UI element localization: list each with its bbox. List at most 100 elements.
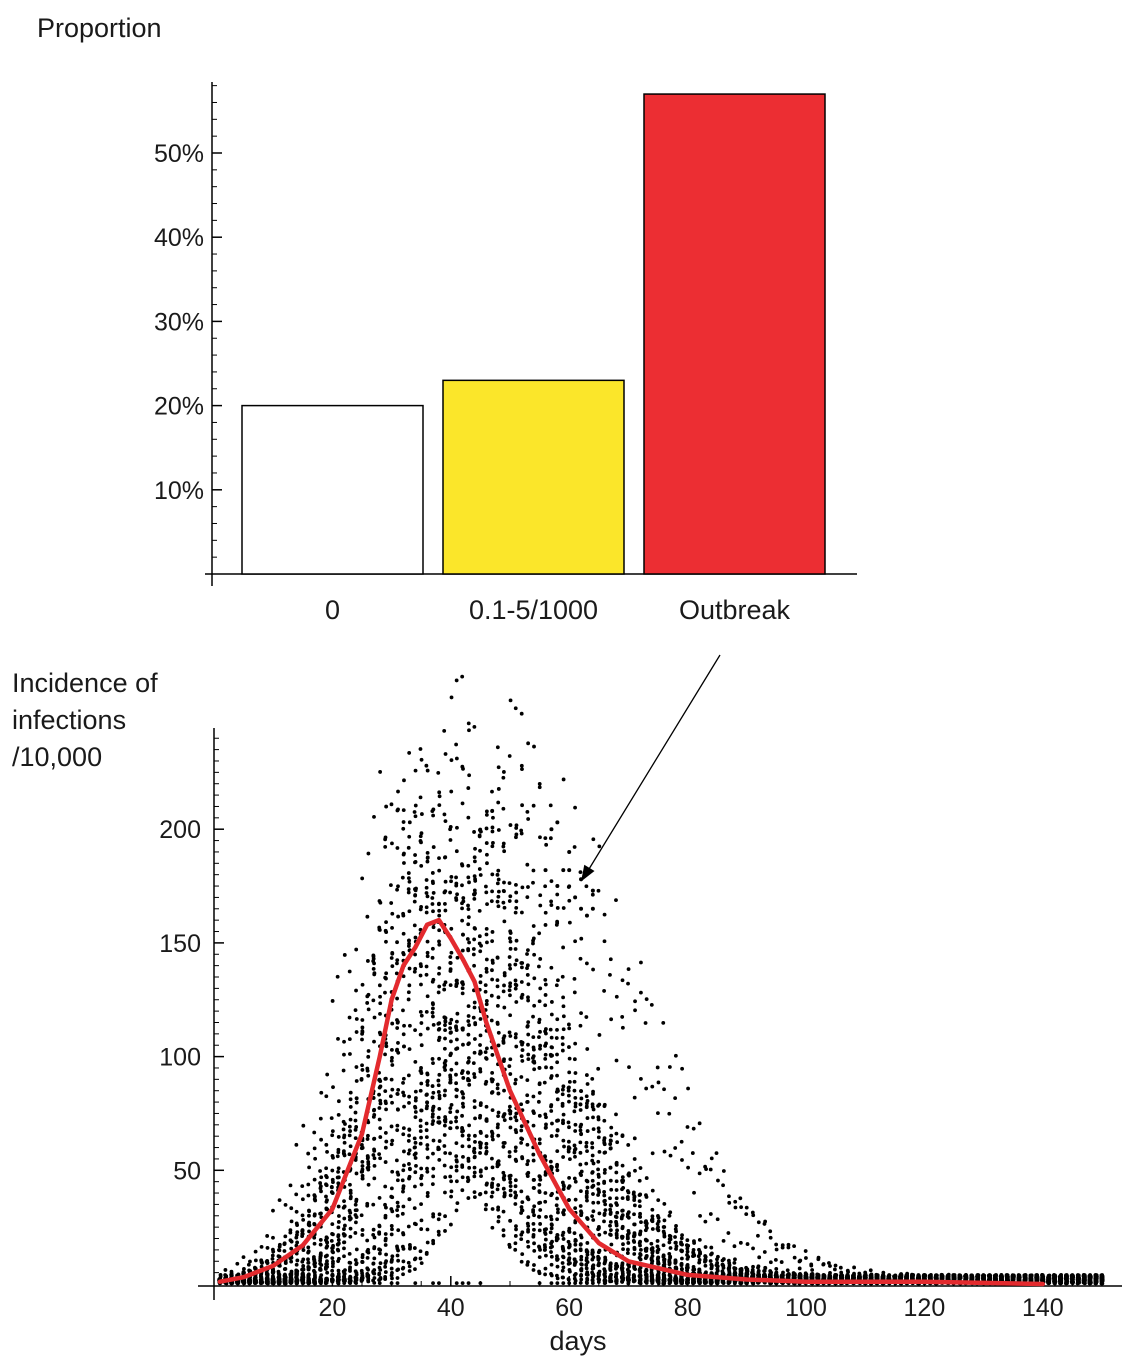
scatter-point	[567, 1198, 571, 1202]
scatter-point	[732, 1244, 737, 1249]
scatter-point	[489, 1077, 494, 1082]
scatter-point	[579, 1011, 583, 1016]
scatter-point	[383, 1184, 388, 1189]
scatter-point	[650, 1151, 655, 1156]
scatter-point	[773, 1257, 778, 1262]
scatter-point	[460, 801, 465, 806]
scatter-point	[691, 1254, 695, 1259]
scatter-point	[307, 1165, 311, 1170]
bar-chart: Proportion 10%20%30%40%50% 0 0.1-5/1000 Ou…	[37, 13, 857, 625]
scatter-point	[223, 1268, 228, 1272]
scatter-point	[443, 1214, 447, 1219]
scatter-point	[828, 1264, 832, 1268]
scatter-point	[555, 1276, 560, 1281]
scatter-point	[507, 1104, 512, 1109]
scatter-point	[378, 1011, 382, 1016]
scatter-point	[620, 1163, 625, 1168]
scatter-point	[461, 1042, 465, 1047]
scatter-point	[549, 1065, 554, 1070]
scatter-point	[378, 1001, 383, 1006]
scatter-point	[383, 1270, 388, 1274]
scatter-point	[680, 1066, 685, 1071]
scatter-point	[614, 898, 618, 903]
scatter-point	[313, 1264, 317, 1269]
scatter-point	[394, 1158, 399, 1163]
scatter-point	[662, 1218, 667, 1223]
scatter-point	[478, 980, 483, 985]
scatter-point	[241, 1255, 246, 1260]
scatter-point	[555, 1164, 559, 1169]
scatter-point	[323, 1254, 328, 1259]
scatter-point	[378, 1098, 383, 1103]
scatter-point	[532, 952, 537, 957]
scatter-point	[555, 1149, 560, 1154]
scatter-point	[573, 1220, 578, 1225]
scatter-point	[750, 1210, 755, 1215]
scatter-point	[626, 967, 631, 972]
scatter-point	[342, 1133, 347, 1138]
scatter-point	[401, 1032, 406, 1037]
scatter-point	[271, 1235, 275, 1240]
scatter-point	[341, 1068, 346, 1073]
scatter-point	[467, 880, 471, 885]
scatter-point	[501, 806, 506, 811]
scatter-point	[626, 1143, 631, 1147]
scatter-point	[525, 1100, 530, 1104]
scatter-point	[531, 1109, 536, 1114]
scatter-point	[424, 905, 429, 910]
scatter-point	[471, 952, 476, 957]
scatter-point	[632, 1212, 636, 1217]
scatter-point	[484, 1046, 489, 1051]
scatter-point	[619, 1216, 624, 1221]
scatter-point	[478, 1145, 483, 1150]
scatter-point	[406, 876, 411, 881]
scatter-point	[472, 1195, 477, 1200]
scatter-point	[347, 1015, 352, 1020]
scatter-point	[330, 1177, 335, 1182]
scatter-point	[697, 1237, 702, 1242]
scatter-point	[448, 1021, 453, 1026]
scatter-point	[501, 1228, 506, 1233]
scatter-point	[531, 880, 535, 885]
scatter-point	[448, 1151, 452, 1156]
scatter-point	[472, 874, 477, 879]
scatter-point	[454, 1037, 459, 1042]
scatter-point	[371, 998, 376, 1003]
scatter-point	[502, 983, 506, 988]
scatter-point	[354, 1030, 359, 1034]
scatter-point	[567, 1026, 572, 1031]
scatter-point	[294, 1268, 299, 1273]
scatter-point	[288, 1230, 293, 1235]
scatter-x-tick-label: 20	[318, 1294, 346, 1322]
scatter-point	[455, 1011, 460, 1016]
scatter-point	[312, 1255, 316, 1259]
scatter-point	[537, 1113, 542, 1118]
bar-chart-x-label: Outbreak	[679, 595, 791, 625]
scatter-point	[495, 1022, 500, 1026]
scatter-point	[325, 1244, 330, 1249]
scatter-point	[519, 711, 524, 716]
scatter-point	[584, 1094, 589, 1099]
scatter-point	[425, 851, 430, 855]
scatter-point	[354, 1125, 359, 1129]
scatter-point	[485, 861, 489, 866]
scatter-point	[348, 1144, 353, 1149]
scatter-point	[502, 1034, 507, 1039]
scatter-point	[467, 1165, 472, 1170]
scatter-point	[448, 960, 453, 965]
scatter-point	[703, 1263, 708, 1268]
scatter-point	[484, 1134, 489, 1139]
scatter-point	[448, 955, 453, 959]
scatter-point	[733, 1266, 738, 1271]
scatter-point	[395, 1213, 400, 1218]
scatter-point	[513, 1202, 518, 1206]
scatter-point	[330, 1256, 335, 1261]
scatter-point	[643, 1269, 648, 1274]
scatter-point	[655, 1239, 660, 1243]
scatter-point	[561, 1084, 566, 1089]
scatter-point	[378, 770, 383, 774]
scatter-point	[353, 1127, 358, 1132]
scatter-point	[442, 1133, 447, 1137]
scatter-point	[572, 1276, 577, 1281]
scatter-point	[626, 1241, 631, 1245]
